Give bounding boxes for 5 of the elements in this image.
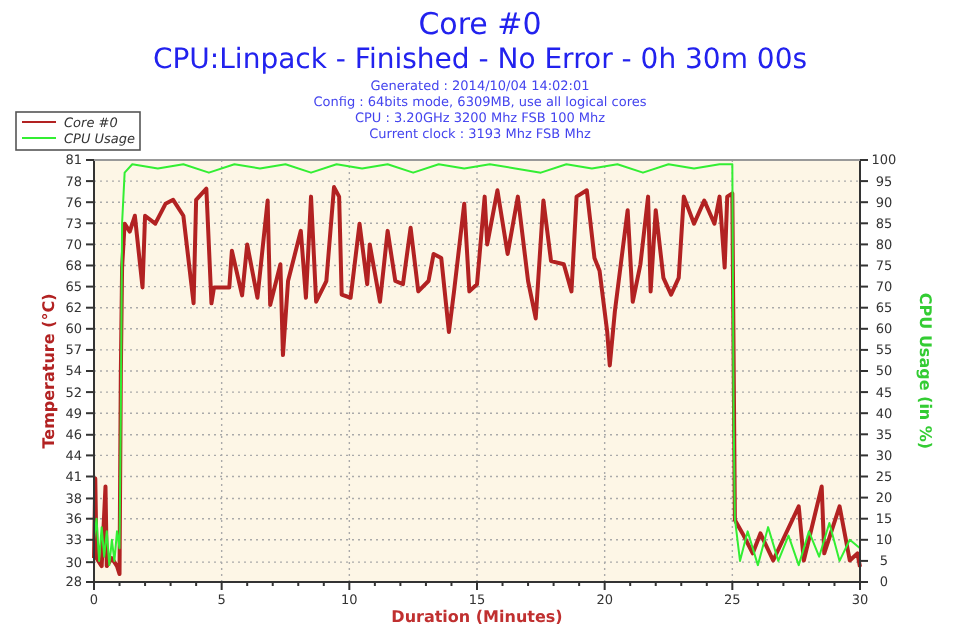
y2-axis-title: CPU Usage (in %) (916, 292, 934, 450)
chart-subtitle: CPU:Linpack - Finished - No Error - 0h 30m 00s (152, 44, 808, 76)
y-axis-title: Temperature (°C) (40, 293, 58, 449)
x-axis-title: Duration (Minutes) (391, 608, 563, 626)
chart-title: Core #0 (418, 6, 542, 42)
